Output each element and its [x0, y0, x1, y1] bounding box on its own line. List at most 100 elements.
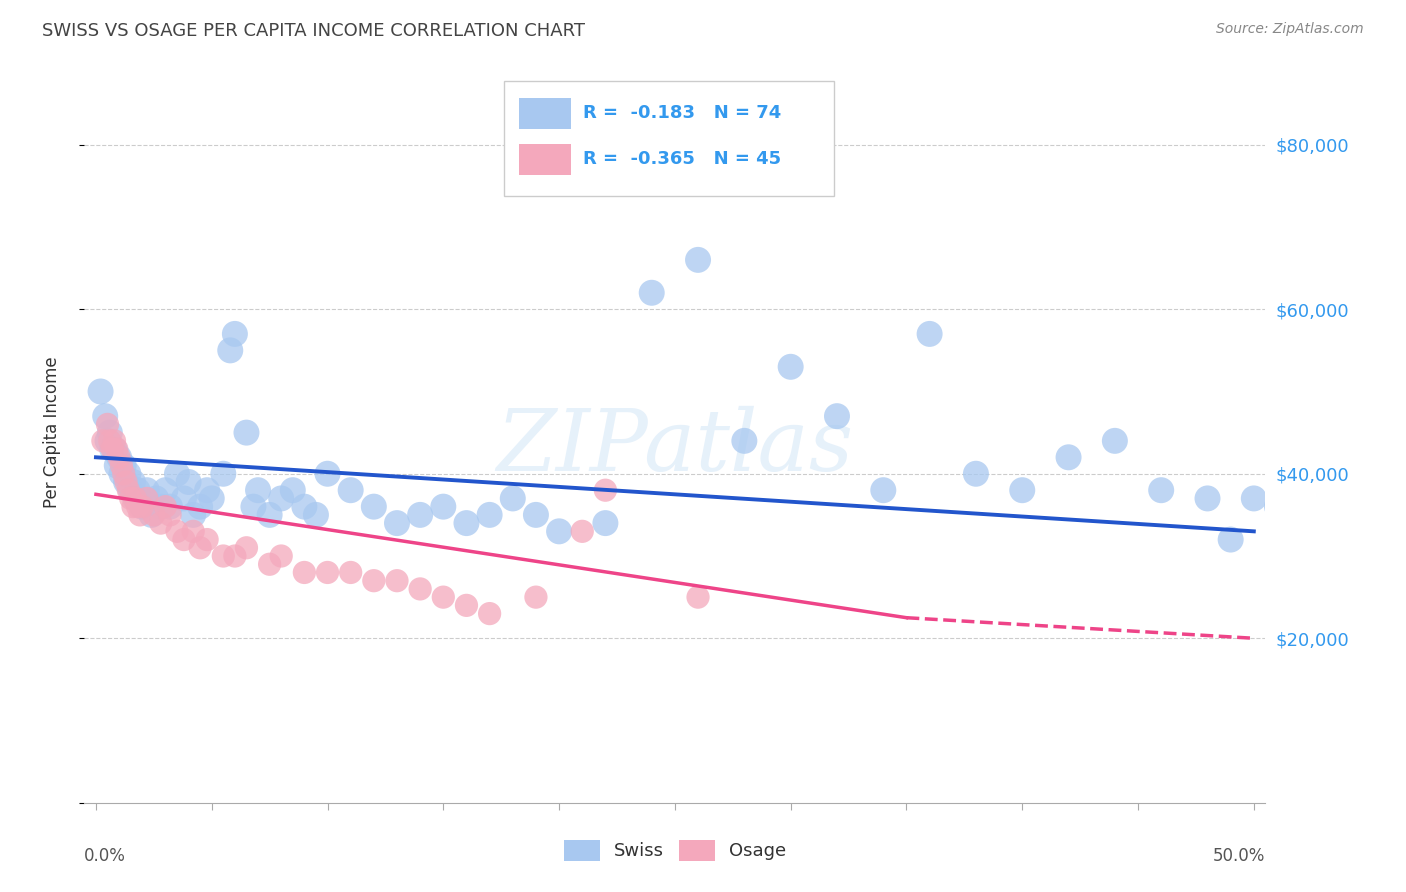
Point: [101, 442, 124, 456]
Text: SWISS VS OSAGE PER CAPITA INCOME CORRELATION CHART: SWISS VS OSAGE PER CAPITA INCOME CORRELA…: [42, 22, 585, 40]
Point: [1289, 697, 1312, 711]
Point: [1336, 681, 1358, 695]
Point: [571, 524, 593, 539]
Point: [305, 508, 328, 522]
Point: [181, 508, 204, 522]
Point: [108, 450, 131, 465]
Point: [131, 500, 153, 514]
Point: [105, 458, 128, 473]
Point: [212, 467, 235, 481]
Point: [145, 491, 167, 506]
Point: [825, 409, 848, 424]
Point: [166, 524, 188, 539]
Point: [129, 491, 152, 506]
Point: [149, 516, 172, 530]
Point: [90, 384, 112, 399]
Point: [292, 566, 315, 580]
Point: [177, 475, 200, 489]
Point: [595, 516, 617, 530]
Point: [502, 491, 524, 506]
Point: [155, 500, 177, 514]
Point: [316, 566, 339, 580]
Point: [363, 500, 385, 514]
Point: [149, 500, 172, 514]
Text: 50.0%: 50.0%: [1213, 847, 1265, 865]
FancyBboxPatch shape: [519, 144, 571, 175]
Point: [733, 434, 755, 448]
Point: [779, 359, 801, 374]
Point: [1265, 500, 1288, 514]
Point: [166, 467, 188, 481]
Point: [259, 508, 281, 522]
Point: [117, 467, 139, 481]
Point: [142, 508, 165, 522]
Text: Source: ZipAtlas.com: Source: ZipAtlas.com: [1216, 22, 1364, 37]
Point: [432, 500, 454, 514]
Point: [96, 434, 118, 448]
Point: [456, 516, 478, 530]
Point: [224, 549, 246, 563]
Point: [219, 343, 242, 358]
Point: [595, 483, 617, 498]
Point: [1057, 450, 1080, 465]
Point: [98, 434, 121, 448]
Point: [122, 475, 145, 489]
Point: [159, 508, 181, 522]
Point: [110, 467, 132, 481]
Point: [247, 483, 270, 498]
Point: [127, 483, 149, 498]
Text: 0.0%: 0.0%: [84, 847, 127, 865]
Legend: Swiss, Osage: Swiss, Osage: [557, 832, 793, 868]
Point: [159, 500, 181, 514]
Point: [103, 442, 125, 456]
Point: [141, 508, 163, 522]
Point: [270, 549, 292, 563]
Point: [127, 500, 149, 514]
Point: [339, 566, 361, 580]
Point: [478, 607, 501, 621]
Point: [385, 574, 408, 588]
Point: [641, 285, 664, 300]
Point: [135, 491, 157, 506]
Point: [94, 409, 117, 424]
Point: [1104, 434, 1126, 448]
FancyBboxPatch shape: [503, 81, 834, 195]
Point: [235, 425, 257, 440]
Point: [122, 500, 145, 514]
Point: [110, 458, 132, 473]
Point: [96, 417, 118, 432]
Point: [242, 500, 264, 514]
Point: [363, 574, 385, 588]
Point: [1243, 491, 1265, 506]
Point: [91, 434, 114, 448]
Point: [872, 483, 894, 498]
Point: [188, 541, 211, 555]
Point: [124, 491, 146, 506]
Point: [108, 450, 131, 465]
Point: [292, 500, 315, 514]
Point: [259, 558, 281, 572]
Point: [105, 442, 128, 456]
Point: [188, 500, 211, 514]
Point: [918, 326, 941, 341]
Point: [181, 524, 204, 539]
Point: [1150, 483, 1173, 498]
Y-axis label: Per Capita Income: Per Capita Income: [42, 357, 60, 508]
Point: [1011, 483, 1033, 498]
Point: [129, 508, 152, 522]
Point: [115, 475, 138, 489]
Point: [155, 483, 177, 498]
Point: [98, 425, 121, 440]
Point: [173, 491, 195, 506]
Point: [686, 590, 709, 604]
Point: [224, 326, 246, 341]
Point: [112, 458, 135, 473]
Point: [117, 483, 139, 498]
Point: [1219, 533, 1241, 547]
Point: [270, 491, 292, 506]
Point: [135, 483, 157, 498]
Point: [1197, 491, 1219, 506]
Point: [456, 599, 478, 613]
Point: [112, 467, 135, 481]
Point: [524, 508, 547, 522]
